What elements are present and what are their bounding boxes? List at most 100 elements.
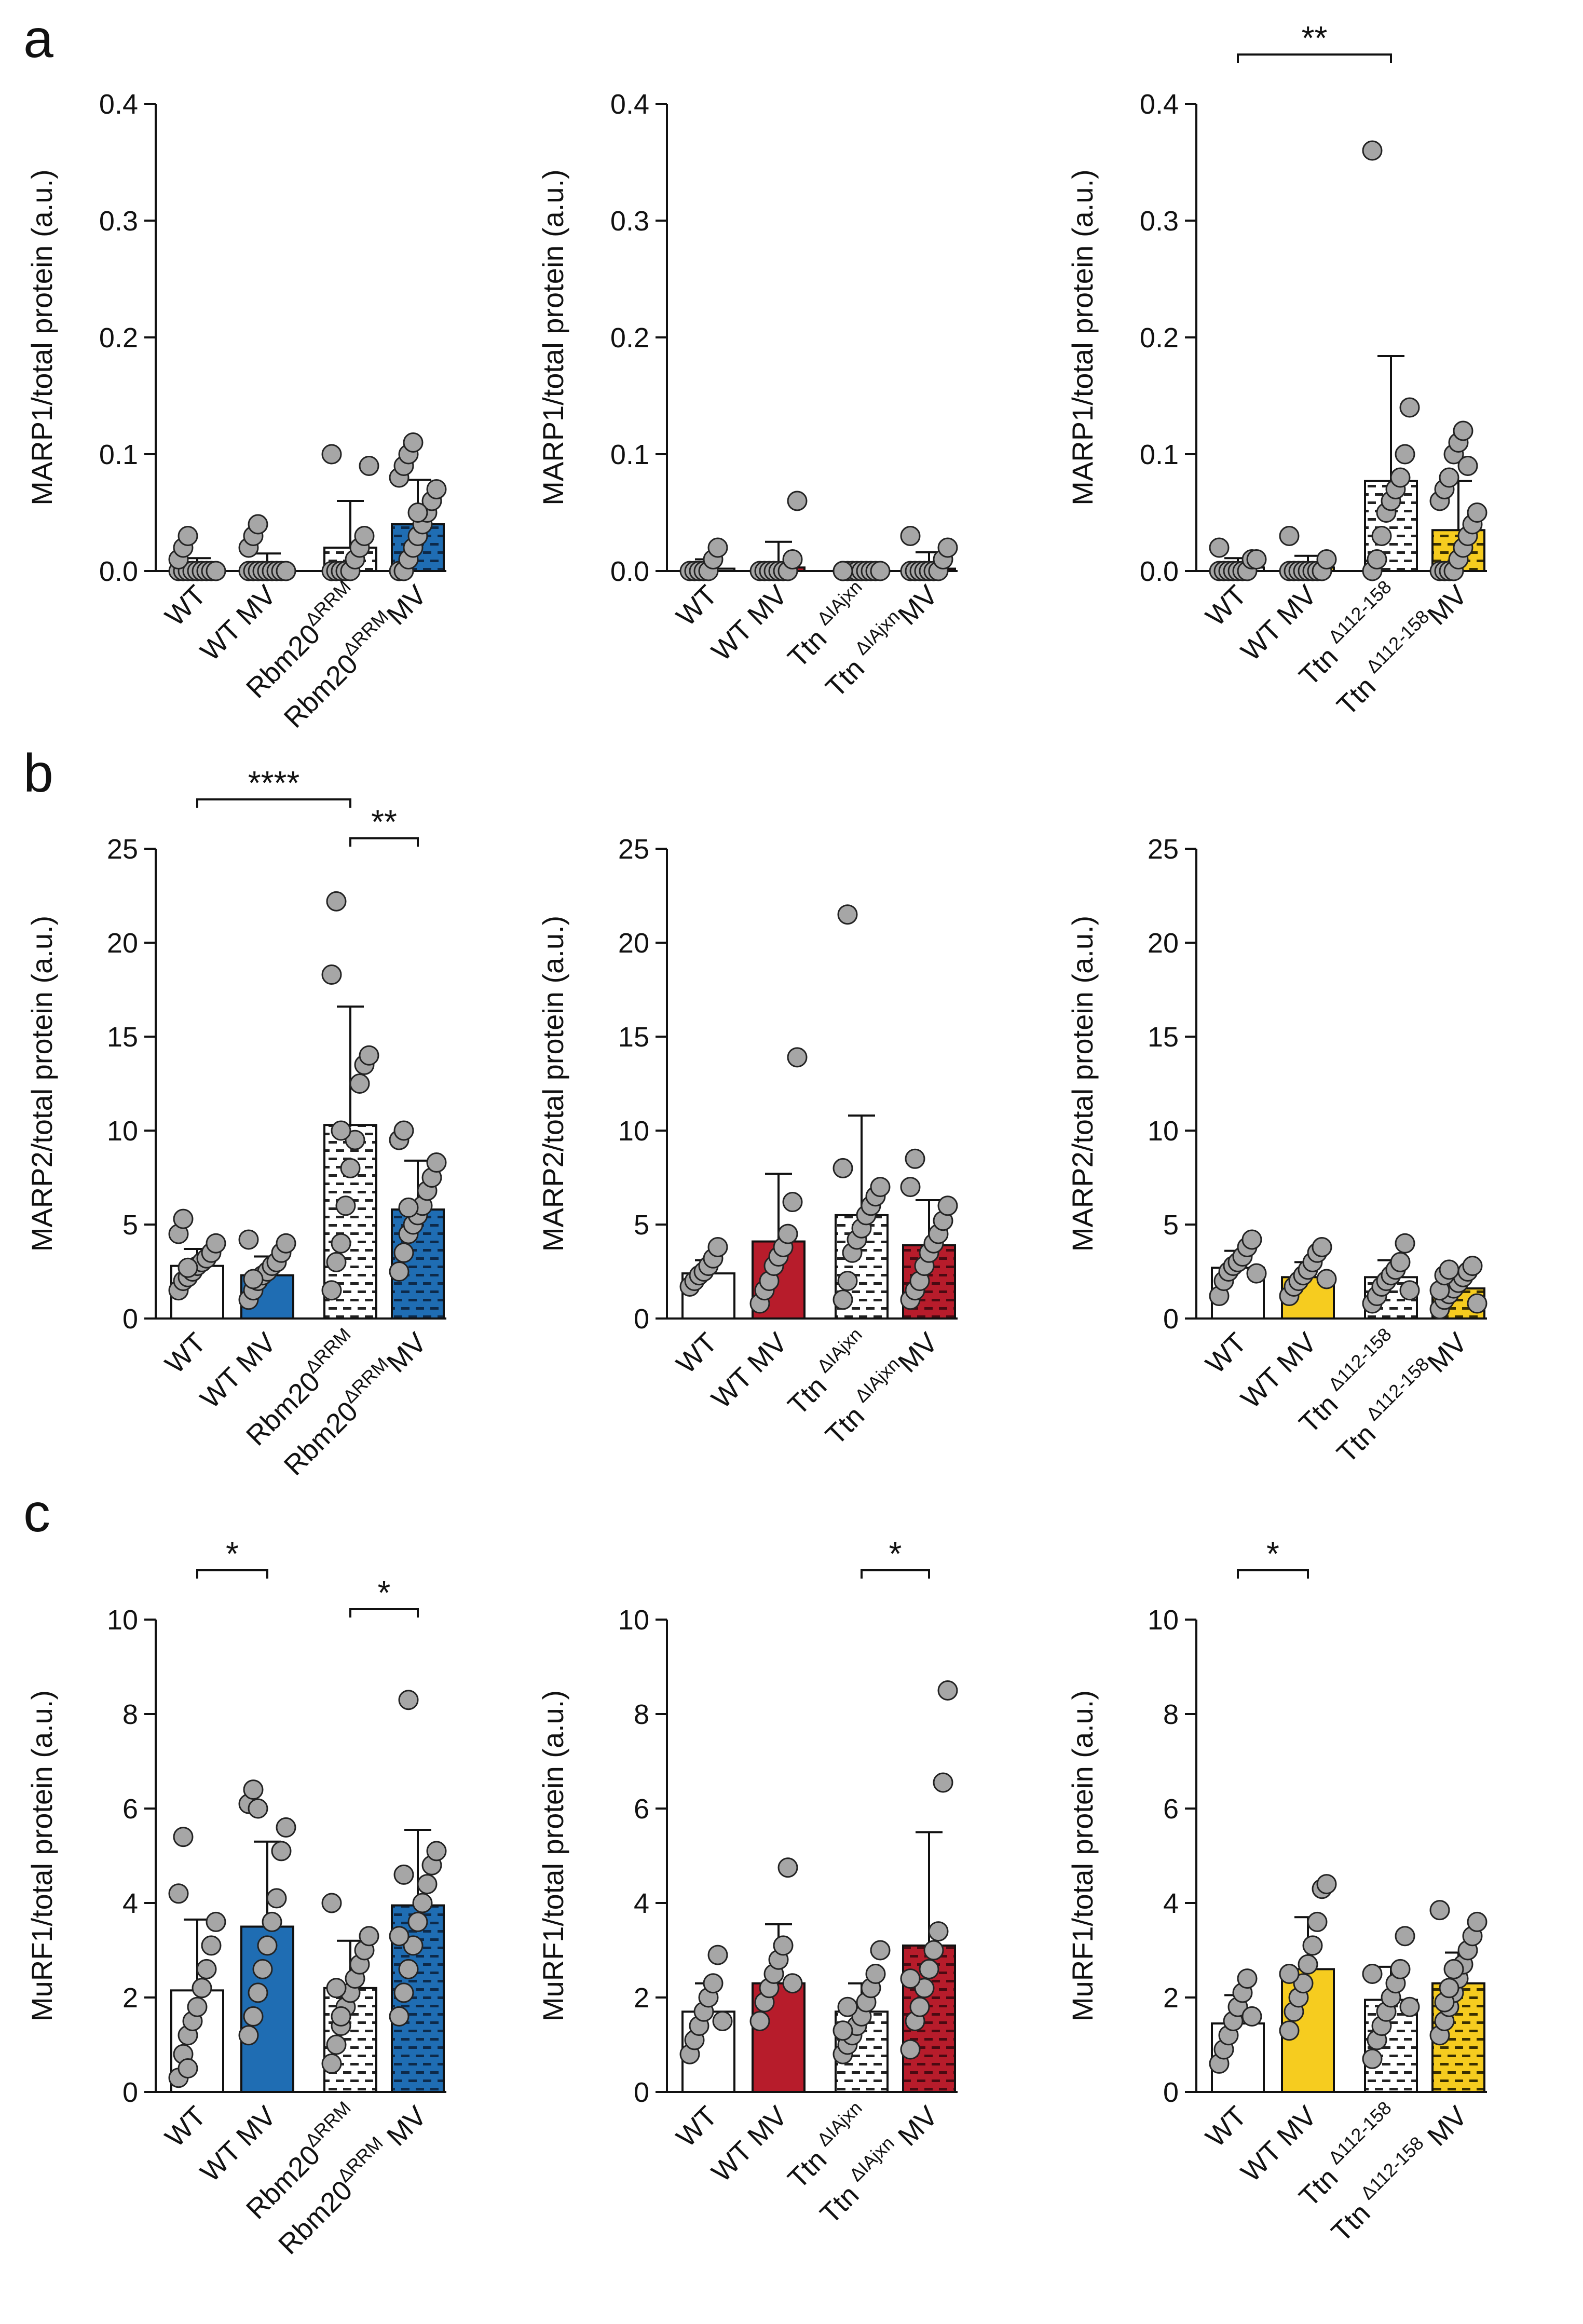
x-category-base: WT: [1200, 2100, 1253, 2153]
data-point: [1362, 1964, 1383, 1984]
data-point: [417, 1874, 438, 1895]
data-point: [837, 1996, 858, 2017]
y-tick-label: 6: [634, 1793, 649, 1825]
x-category-sup: Δ112-158: [1324, 2097, 1396, 2169]
y-tick-label: 15: [107, 1022, 138, 1053]
data-point: [1453, 420, 1473, 441]
data-point: [1395, 1926, 1415, 1947]
data-point: [262, 1911, 282, 1932]
data-point: [393, 1864, 414, 1885]
y-axis-label: MARP1/total protein (a.u.): [1066, 169, 1099, 505]
data-point: [1439, 1978, 1459, 1999]
data-point: [345, 1130, 365, 1150]
significance-label: *: [889, 1535, 902, 1572]
data-point: [340, 1158, 361, 1178]
x-category-base: WT: [671, 2100, 724, 2153]
data-point: [937, 1680, 958, 1701]
y-tick-label: 25: [1148, 834, 1179, 865]
data-point: [192, 1978, 212, 1999]
data-point: [168, 1883, 189, 1904]
y-axis-label: MARP1/total protein (a.u.): [25, 169, 58, 505]
y-tick-label: 25: [618, 834, 649, 865]
y-tick-label: 8: [1163, 1699, 1179, 1730]
data-point: [1246, 549, 1267, 569]
data-point: [782, 1973, 803, 1994]
data-point: [787, 491, 808, 511]
data-point: [833, 2020, 853, 2041]
data-point: [321, 2053, 342, 2074]
data-point: [1279, 2020, 1300, 2041]
data-point: [276, 1817, 296, 1838]
data-point: [276, 561, 296, 581]
y-tick-label: 0.3: [1140, 206, 1179, 237]
data-point: [1399, 1280, 1420, 1301]
data-point: [252, 1959, 273, 1979]
data-point: [773, 1935, 794, 1956]
y-tick-label: 0.1: [610, 439, 649, 470]
x-category-sup: ΔRRM: [301, 2097, 355, 2151]
y-tick-label: 0.0: [1140, 556, 1179, 587]
data-point: [321, 964, 342, 985]
data-point: [900, 2039, 921, 2060]
data-point: [1395, 444, 1415, 465]
y-tick-label: 2: [1163, 1982, 1179, 2014]
x-category-sup: ΔRRM: [338, 1353, 392, 1407]
x-category-sup: Δ112-158: [1356, 2132, 1428, 2204]
x-category-label: Ttn Δ112-158 MV: [1322, 2097, 1473, 2248]
data-point: [178, 526, 198, 546]
x-category-sup: ΔRRM: [301, 1324, 355, 1378]
data-point: [937, 1195, 958, 1216]
data-point: [1439, 467, 1459, 488]
y-tick-label: 4: [634, 1888, 649, 1919]
data-point: [248, 1982, 268, 2003]
data-point: [833, 1158, 853, 1178]
data-point: [933, 1772, 953, 1793]
y-tick-label: 6: [1163, 1793, 1179, 1825]
data-point: [777, 1857, 798, 1878]
data-point: [1443, 1959, 1464, 1979]
data-point: [206, 561, 226, 581]
y-tick-label: 0: [122, 2077, 138, 2108]
data-point: [248, 514, 268, 535]
x-category-base: WT: [671, 579, 724, 632]
y-tick-label: 0.3: [99, 206, 138, 237]
x-category-base: WT: [1200, 1327, 1253, 1380]
significance-label: ****: [248, 764, 300, 801]
charts-layer: 0.0 0.1 0.2 0.3 0.4 MARP1/total protein (a.u.…: [25, 19, 1488, 2260]
x-category-sup: Δ112-158: [1324, 1324, 1396, 1395]
data-point: [398, 1690, 419, 1710]
data-point: [389, 1926, 410, 1947]
data-point: [1467, 1293, 1488, 1314]
y-tick-label: 5: [634, 1209, 649, 1241]
data-point: [403, 1935, 424, 1956]
data-point: [1429, 1900, 1450, 1921]
data-point: [389, 2006, 410, 2027]
data-point: [1395, 1233, 1415, 1254]
chart-a-3: 0.0 0.1 0.2 0.3 0.4 MARP1/total protein (a.u.…: [1066, 19, 1488, 722]
data-point: [923, 1940, 944, 1961]
chart-a-1: 0.0 0.1 0.2 0.3 0.4 MARP1/total protein (a.u.…: [25, 89, 447, 734]
data-point: [1237, 1968, 1258, 1989]
data-point: [276, 1233, 296, 1254]
data-point: [1307, 1911, 1328, 1932]
y-tick-label: 15: [1148, 1022, 1179, 1053]
data-point: [1390, 1252, 1411, 1272]
data-point: [833, 561, 853, 581]
data-point: [271, 1841, 292, 1861]
y-axis-label: MARP2/total protein (a.u.): [25, 916, 58, 1252]
data-point: [349, 1073, 370, 1094]
x-category-label: WT: [159, 2100, 212, 2153]
data-point: [707, 1945, 728, 1965]
x-category-label: Ttn Δ112-158MV: [1328, 1324, 1473, 1469]
data-point: [1316, 549, 1337, 569]
data-point: [837, 1271, 858, 1292]
y-tick-label: 0: [122, 1303, 138, 1335]
y-tick-label: 0.4: [1140, 89, 1179, 120]
data-point: [914, 1978, 935, 1999]
x-category-base: WT MV: [705, 579, 793, 667]
x-category-label: Ttn Δ112-158MV: [1328, 576, 1473, 722]
data-point: [1390, 467, 1411, 488]
data-point: [1293, 1973, 1314, 1994]
x-category-base: WT: [671, 1327, 724, 1380]
